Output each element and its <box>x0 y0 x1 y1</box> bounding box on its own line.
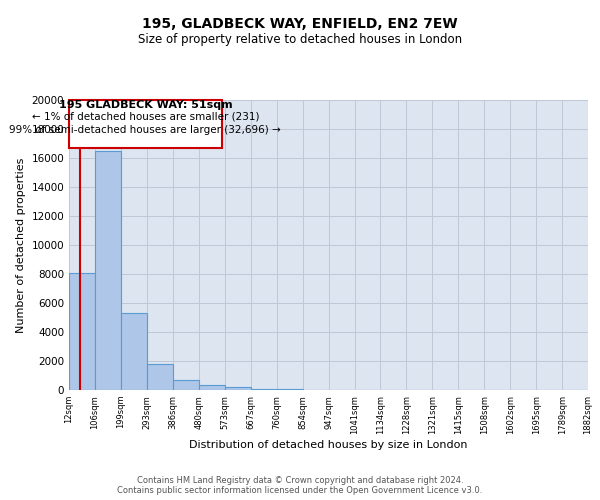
Bar <box>69 100 221 148</box>
Bar <box>121 313 147 390</box>
Bar <box>147 364 173 390</box>
Bar <box>69 272 95 390</box>
Text: Contains public sector information licensed under the Open Government Licence v3: Contains public sector information licen… <box>118 486 482 495</box>
Text: ← 1% of detached houses are smaller (231): ← 1% of detached houses are smaller (231… <box>32 112 259 122</box>
Text: 99% of semi-detached houses are larger (32,696) →: 99% of semi-detached houses are larger (… <box>10 126 281 136</box>
Text: 195, GLADBECK WAY, ENFIELD, EN2 7EW: 195, GLADBECK WAY, ENFIELD, EN2 7EW <box>142 18 458 32</box>
Text: Size of property relative to detached houses in London: Size of property relative to detached ho… <box>138 32 462 46</box>
Y-axis label: Number of detached properties: Number of detached properties <box>16 158 26 332</box>
Bar <box>95 151 121 390</box>
Bar <box>251 388 277 390</box>
Text: Contains HM Land Registry data © Crown copyright and database right 2024.: Contains HM Land Registry data © Crown c… <box>137 476 463 485</box>
Text: 195 GLADBECK WAY: 51sqm: 195 GLADBECK WAY: 51sqm <box>59 100 232 110</box>
X-axis label: Distribution of detached houses by size in London: Distribution of detached houses by size … <box>189 440 468 450</box>
Bar <box>277 388 302 390</box>
Bar <box>173 380 199 390</box>
Bar <box>199 385 224 390</box>
Bar <box>224 387 251 390</box>
